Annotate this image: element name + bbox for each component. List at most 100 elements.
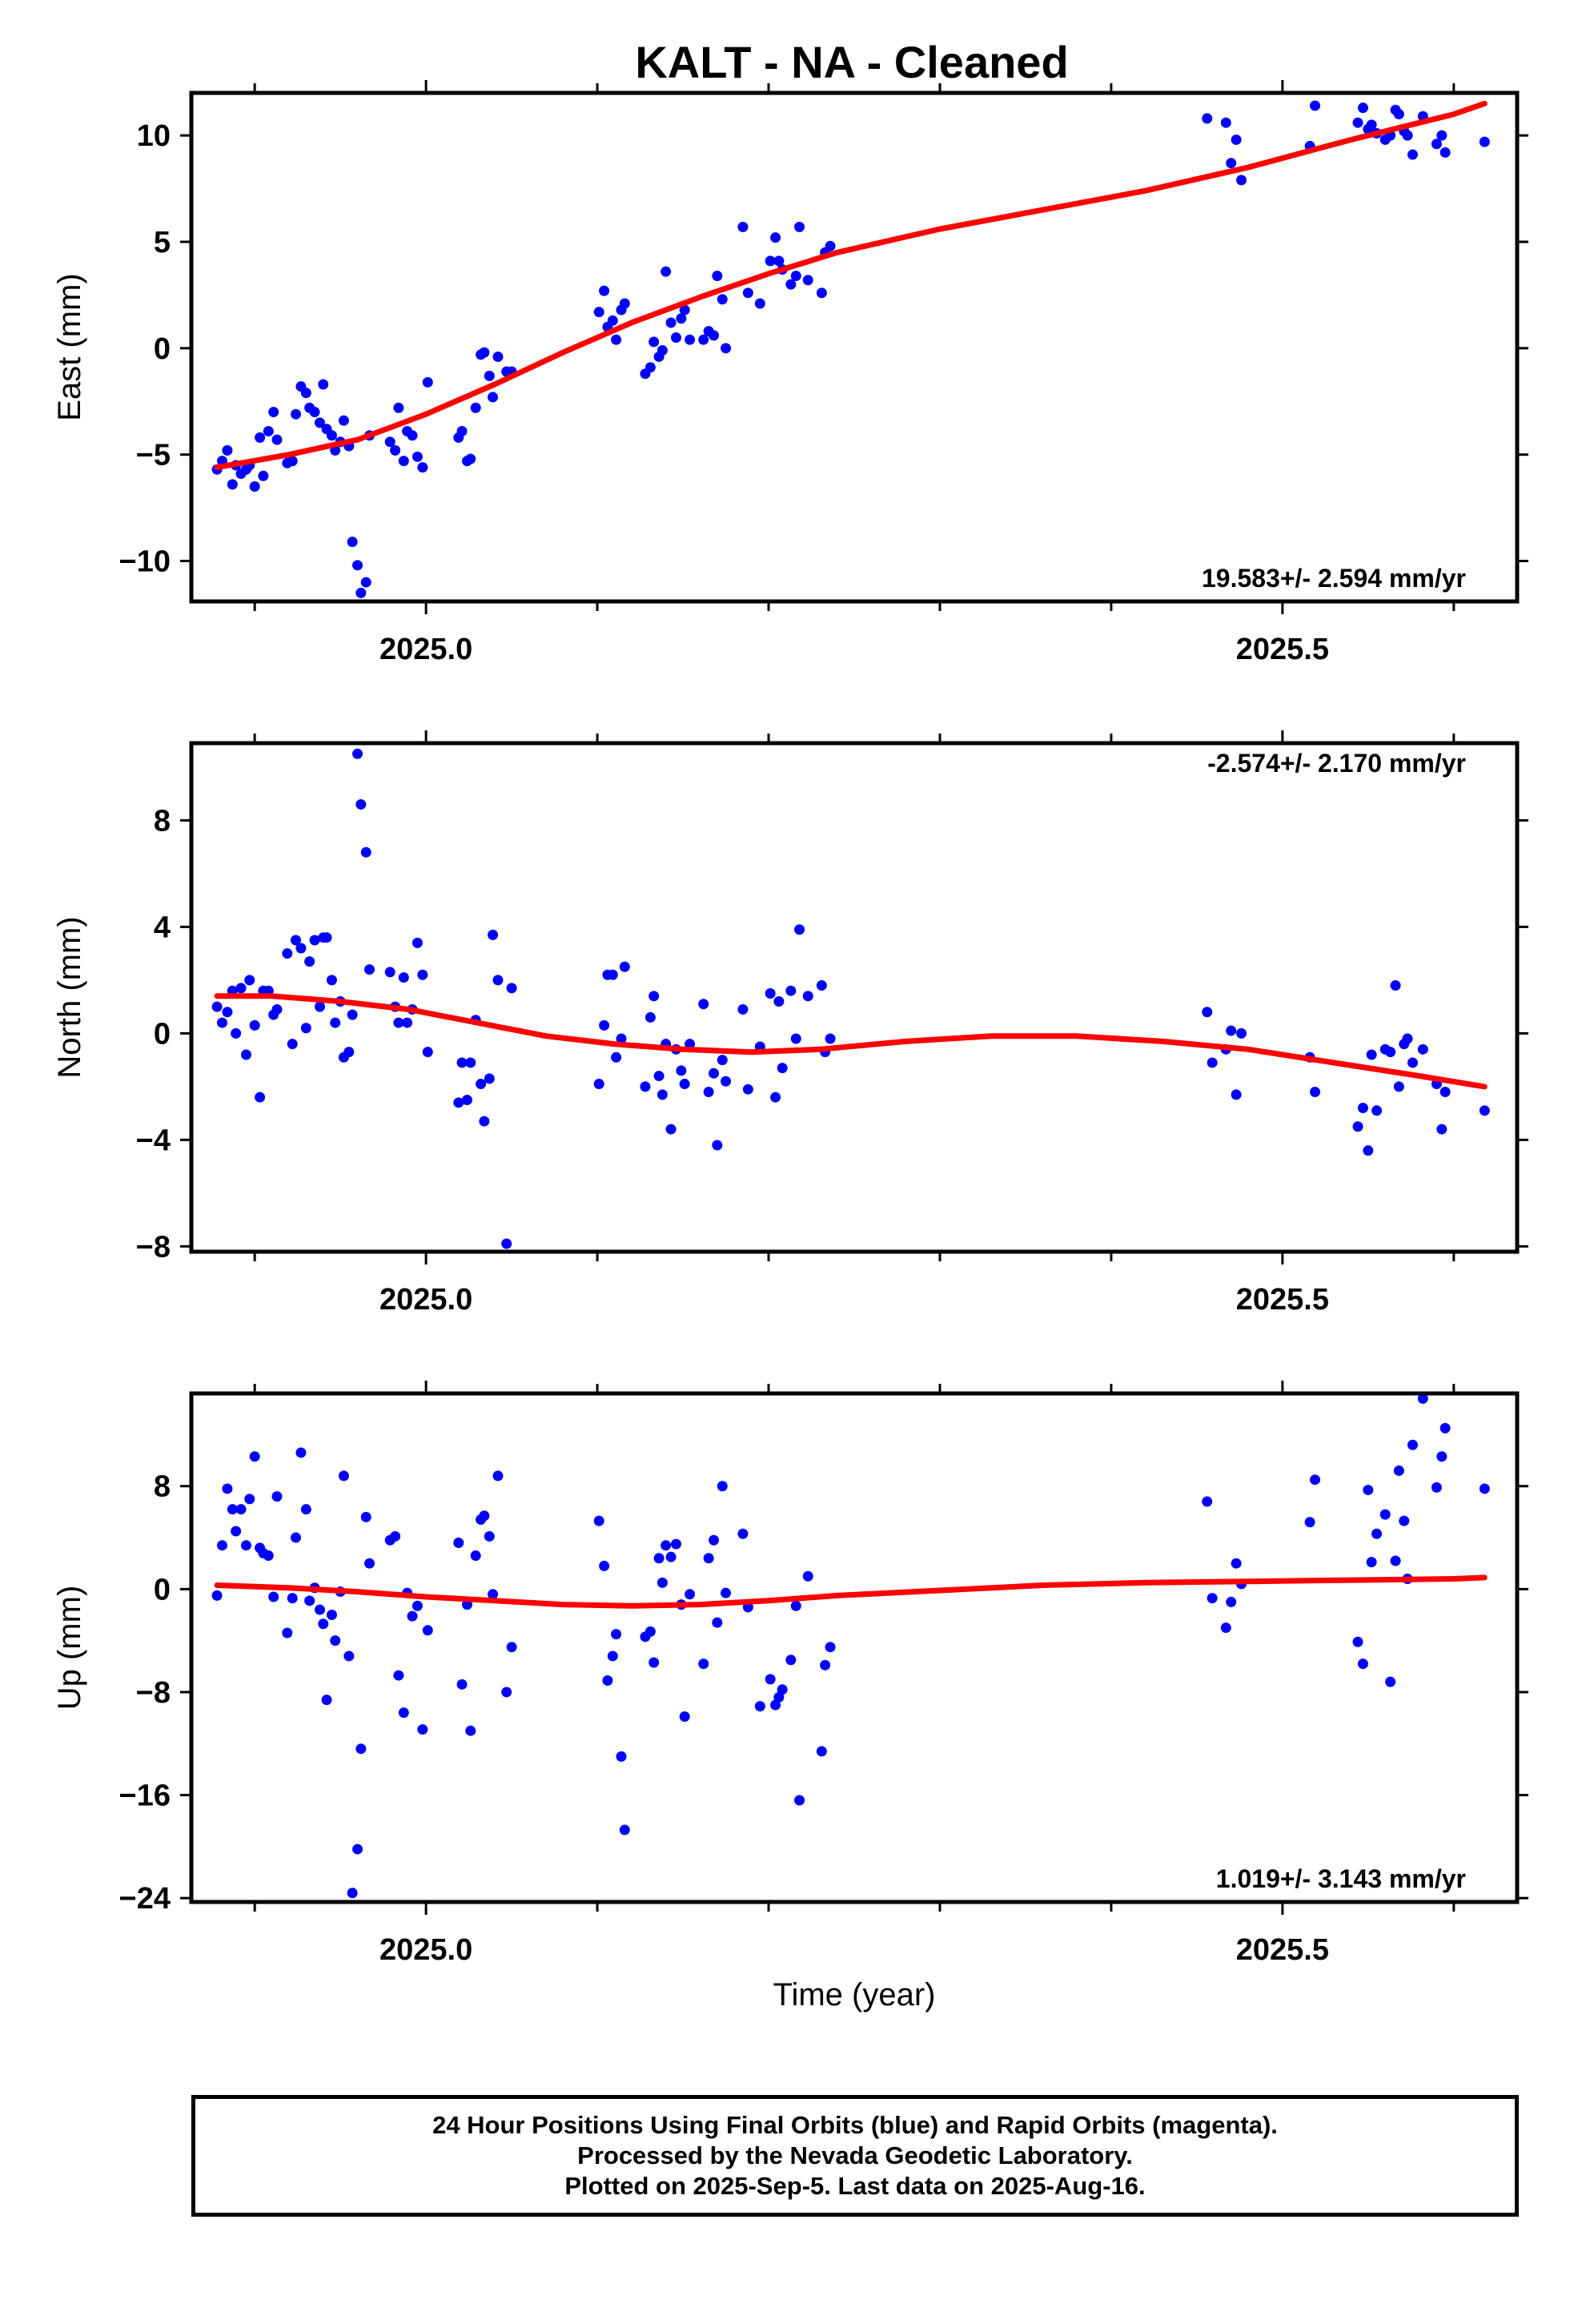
data-point	[1304, 1517, 1315, 1528]
data-layer	[211, 748, 1490, 1249]
data-point	[712, 270, 723, 281]
data-point	[465, 453, 476, 464]
data-layer	[211, 100, 1490, 598]
data-point	[676, 313, 687, 324]
data-point	[282, 948, 293, 959]
y-tick-label: −8	[136, 1676, 171, 1710]
data-point	[287, 1593, 298, 1604]
data-point	[1402, 1033, 1413, 1044]
data-point	[501, 1687, 512, 1698]
data-point	[211, 1001, 223, 1012]
data-point	[1220, 117, 1231, 128]
data-point	[656, 344, 668, 356]
footer-line-1: 24 Hour Positions Using Final Orbits (bl…	[432, 2111, 1278, 2139]
data-point	[773, 255, 785, 267]
data-point	[1202, 1007, 1213, 1018]
y-tick-label: −24	[119, 1882, 171, 1916]
footer-note-box: 24 Hour Positions Using Final Orbits (bl…	[191, 2095, 1519, 2217]
data-point	[648, 336, 660, 348]
y-tick-label: −5	[136, 439, 171, 472]
data-point	[300, 1023, 311, 1034]
data-point	[364, 964, 375, 975]
data-point	[1407, 149, 1418, 160]
data-point	[1207, 1593, 1218, 1604]
data-point	[1439, 1422, 1451, 1433]
data-point	[777, 1063, 788, 1074]
data-point	[607, 315, 618, 326]
data-point	[1366, 1049, 1377, 1060]
data-point	[456, 425, 468, 436]
data-point	[685, 1039, 696, 1050]
data-point	[770, 1092, 781, 1103]
data-point	[456, 1679, 468, 1690]
data-point	[461, 1094, 472, 1105]
data-point	[656, 1089, 668, 1100]
data-point	[1366, 119, 1377, 131]
data-point	[222, 1483, 233, 1494]
data-point	[1407, 1439, 1418, 1450]
data-point	[479, 1116, 490, 1127]
data-point	[326, 1610, 337, 1621]
data-point	[255, 432, 266, 443]
data-point	[607, 969, 618, 980]
data-point	[593, 1079, 604, 1090]
data-point	[820, 1659, 831, 1671]
data-point	[393, 1017, 404, 1028]
data-point	[244, 975, 255, 986]
data-point	[360, 846, 371, 858]
data-point	[492, 351, 504, 362]
data-point	[1417, 1043, 1428, 1055]
data-point	[802, 275, 813, 286]
data-point	[1231, 1558, 1242, 1569]
data-point	[1310, 1087, 1321, 1098]
data-point	[661, 1540, 672, 1551]
data-point	[1393, 109, 1404, 120]
data-point	[338, 1470, 349, 1482]
data-point	[255, 1092, 266, 1103]
data-point	[227, 479, 238, 490]
data-point	[355, 798, 367, 810]
data-point	[217, 1017, 228, 1028]
y-tick-label: 0	[154, 332, 171, 366]
data-point	[479, 347, 490, 358]
data-point	[816, 980, 827, 991]
data-point	[412, 1600, 423, 1611]
data-point	[314, 1604, 325, 1615]
data-point	[644, 1626, 656, 1637]
data-point	[1436, 1124, 1447, 1135]
data-point	[506, 983, 517, 994]
data-point	[1363, 1145, 1374, 1156]
data-point	[619, 1824, 630, 1835]
data-point	[754, 1701, 765, 1712]
data-point	[1402, 130, 1413, 141]
data-point	[737, 221, 749, 232]
data-point	[1439, 1087, 1451, 1098]
data-point	[765, 988, 776, 999]
data-point	[271, 1003, 283, 1015]
data-point	[249, 481, 260, 493]
velocity-label: 1.019+/- 3.143 mm/yr	[1216, 1864, 1466, 1893]
data-point	[685, 334, 696, 345]
data-point	[326, 430, 337, 441]
fit-curve	[214, 1574, 1488, 1609]
data-point	[291, 408, 302, 420]
data-point	[1352, 117, 1363, 128]
data-point	[484, 1073, 495, 1084]
y-tick-label: 8	[154, 1470, 171, 1504]
data-point	[271, 1491, 283, 1502]
data-point	[698, 334, 709, 345]
fit-curve	[214, 100, 1488, 471]
y-tick-label: 4	[154, 911, 171, 944]
data-point	[703, 1087, 714, 1098]
data-point	[802, 991, 813, 1002]
data-point	[1220, 1622, 1231, 1634]
data-point	[422, 1047, 433, 1058]
data-point	[222, 444, 233, 456]
data-point	[790, 1600, 801, 1611]
data-point	[271, 434, 283, 445]
data-point	[765, 255, 776, 267]
data-point	[1352, 1636, 1363, 1647]
data-point	[222, 1007, 233, 1018]
data-point	[258, 470, 269, 481]
data-point	[476, 1079, 487, 1090]
